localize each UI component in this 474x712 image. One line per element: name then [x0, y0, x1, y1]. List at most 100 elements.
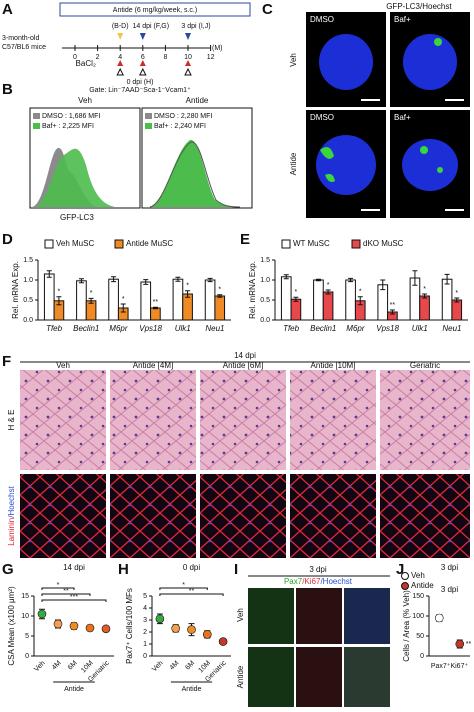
he-image — [200, 370, 286, 470]
chart-title: 3 dpi — [441, 563, 459, 572]
error-bar — [56, 296, 62, 306]
significance: * — [122, 296, 125, 303]
image — [344, 647, 390, 707]
x-tick-label: Vps18 — [376, 324, 399, 333]
panel-letter: I — [234, 561, 238, 578]
marker — [185, 33, 191, 40]
x-tick-label: 4M — [169, 660, 181, 672]
error-bar — [380, 279, 386, 291]
y-tick-label: 0 — [25, 653, 29, 660]
legend-label: DMSO : 1,686 MFI — [42, 113, 100, 120]
y-axis-label: Cells / Area (% Veh) — [402, 590, 411, 662]
nucleus — [402, 139, 458, 191]
group-label: Antide — [182, 686, 202, 693]
column-label: Veh — [56, 361, 70, 370]
error-bar — [217, 294, 223, 298]
significance: * — [423, 286, 426, 293]
significance: ** — [153, 299, 159, 306]
chart-title: 3 dpi — [441, 585, 459, 594]
treatment: Antide (6 mg/kg/week, s.c.) — [113, 7, 197, 14]
row-label: Antide — [236, 665, 245, 688]
point — [203, 630, 212, 639]
error-bar — [175, 276, 181, 282]
point — [101, 624, 111, 634]
legend-swatch — [145, 123, 152, 129]
x-tick-label: Ulk1 — [175, 324, 191, 333]
significance-bracket — [159, 587, 208, 590]
title: 3 dpi — [309, 565, 327, 574]
chart-title: 0 dpi — [183, 563, 201, 572]
he-image — [380, 370, 470, 470]
y-tick-label: 1.0 — [260, 277, 270, 284]
row-label: H & E — [7, 410, 16, 431]
x-tick-label: Neu1 — [442, 324, 461, 333]
row-label-part: /Hoechst — [7, 485, 16, 517]
confocal-images — [306, 12, 470, 218]
significance: * — [295, 289, 298, 296]
significance: *** — [70, 594, 78, 601]
panel-letter: G — [2, 561, 14, 578]
bar — [441, 278, 453, 321]
panel-letter: D — [2, 231, 13, 248]
x-tick-label: Beclin1 — [73, 324, 99, 333]
axis-label: 8 — [163, 54, 167, 61]
significance: * — [186, 283, 189, 290]
significance: ** — [63, 588, 69, 595]
x-tick-label: Veh — [33, 660, 47, 674]
laminin-image — [200, 474, 286, 558]
y-tick-label: 0 — [143, 653, 147, 660]
axis-label: 0 — [73, 54, 77, 61]
he-image — [110, 370, 196, 470]
significance: * — [455, 290, 458, 297]
x-tick-label: Tfeb — [46, 324, 63, 333]
he-image — [290, 370, 376, 470]
error-bar — [152, 306, 158, 310]
x-tick-label: Tfeb — [283, 324, 300, 333]
stain: /Hoechst — [420, 2, 452, 11]
row-label: Veh — [236, 608, 245, 622]
error-bar — [444, 273, 450, 285]
panel-letter: J — [396, 561, 404, 578]
y-tick-label: 0.0 — [23, 317, 33, 324]
laminin-image — [110, 474, 196, 558]
error-bar — [283, 274, 289, 280]
bar — [313, 279, 324, 321]
injury-marker — [139, 60, 146, 66]
injury: BaCl₂ — [76, 59, 96, 68]
y-tick-label: 1.0 — [23, 277, 33, 284]
stain-part: /Ki67 — [302, 577, 321, 586]
legend-swatch — [281, 239, 291, 249]
bar — [290, 298, 302, 321]
error-bar — [357, 296, 363, 306]
treatment-box — [59, 2, 251, 17]
significance: ** — [189, 588, 195, 595]
significance: * — [58, 289, 61, 296]
legend-swatch — [351, 239, 361, 249]
lc3-puncta — [437, 167, 443, 173]
axis-unit: (M) — [212, 45, 223, 52]
bar — [280, 276, 292, 321]
legend-label: Antide — [411, 581, 434, 590]
row-label: Antide — [289, 152, 298, 175]
image — [344, 588, 390, 644]
error-bar — [389, 309, 395, 315]
y-tick-label: 0 — [420, 653, 424, 660]
point — [455, 639, 465, 649]
y-axis-label: CSA Mean (x100 μm²) — [7, 586, 16, 666]
x-tick-label: M6pr — [346, 324, 365, 333]
histograms — [29, 107, 253, 209]
nucleus — [319, 34, 373, 90]
hist-baf — [34, 148, 115, 207]
image — [248, 647, 294, 707]
error-bar — [88, 297, 94, 304]
stain: Pax7/Ki67/Hoechst — [284, 577, 353, 586]
legend-marker — [401, 572, 409, 580]
error-bar — [325, 289, 331, 295]
bar — [204, 279, 216, 321]
laminin-image — [380, 474, 470, 558]
y-tick-label: 150 — [412, 593, 424, 600]
axis-label: 6 — [141, 54, 145, 61]
injury-time: 0 dpi (H) — [127, 79, 154, 86]
timepoint: (B-D) — [112, 23, 129, 30]
error-bar — [412, 270, 418, 286]
